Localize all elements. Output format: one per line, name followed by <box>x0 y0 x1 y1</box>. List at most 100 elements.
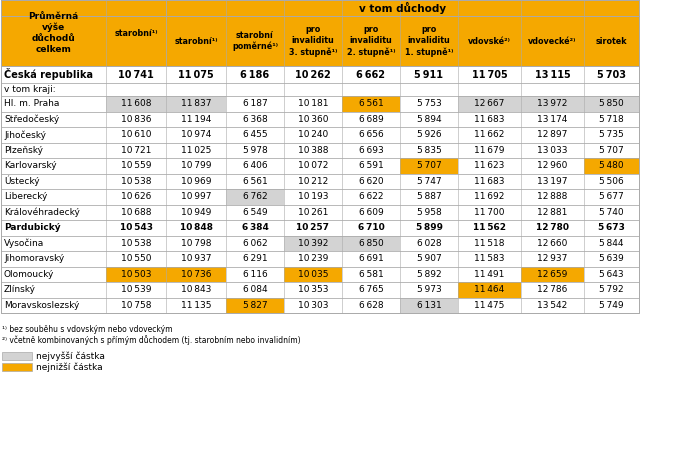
Text: 5 887: 5 887 <box>417 192 441 201</box>
Text: pro
invaliditu
2. stupně¹⁾: pro invaliditu 2. stupně¹⁾ <box>347 26 395 57</box>
Text: 12 937: 12 937 <box>537 254 567 263</box>
Bar <box>1 83 639 96</box>
Bar <box>1 112 639 127</box>
Text: Česká republika: Česká republika <box>4 68 93 80</box>
Text: 10 937: 10 937 <box>181 254 211 263</box>
Text: 10 239: 10 239 <box>298 254 328 263</box>
Text: vdovecké²⁾: vdovecké²⁾ <box>528 37 577 46</box>
Text: Plzeňský: Plzeňský <box>4 146 43 155</box>
Text: 10 261: 10 261 <box>298 208 328 217</box>
Bar <box>1 0 106 66</box>
Text: 5 911: 5 911 <box>415 69 443 79</box>
Text: 6 591: 6 591 <box>359 161 383 170</box>
Bar <box>2 363 32 371</box>
Text: 12 660: 12 660 <box>537 239 567 248</box>
Text: 11 194: 11 194 <box>181 115 211 124</box>
Text: Královéhradecký: Královéhradecký <box>4 208 80 217</box>
Text: 10 974: 10 974 <box>181 130 211 139</box>
Text: pro
invaliditu
3. stupně¹⁾: pro invaliditu 3. stupně¹⁾ <box>289 26 337 57</box>
Text: 11 562: 11 562 <box>473 223 506 232</box>
Text: 10 072: 10 072 <box>298 161 328 170</box>
Text: 5 735: 5 735 <box>599 130 624 139</box>
Text: 10 798: 10 798 <box>181 239 211 248</box>
Text: 12 659: 12 659 <box>537 270 567 279</box>
Text: 12 786: 12 786 <box>537 285 567 294</box>
Text: 5 850: 5 850 <box>599 99 624 108</box>
Text: 6 628: 6 628 <box>359 301 383 310</box>
Text: Karlovarský: Karlovarský <box>4 161 57 170</box>
Bar <box>2 352 32 360</box>
Text: 10 503: 10 503 <box>121 270 151 279</box>
Text: 6 609: 6 609 <box>359 208 383 217</box>
Text: 13 174: 13 174 <box>537 115 567 124</box>
Bar <box>1 127 639 142</box>
Text: 5 718: 5 718 <box>599 115 624 124</box>
Text: starobní
poměrné¹⁾: starobní poměrné¹⁾ <box>232 31 278 51</box>
Text: 6 368: 6 368 <box>243 115 267 124</box>
Text: starobní¹⁾: starobní¹⁾ <box>174 37 218 46</box>
Text: 6 062: 6 062 <box>243 239 267 248</box>
Text: pro
invaliditu
1. stupně¹⁾: pro invaliditu 1. stupně¹⁾ <box>405 26 453 57</box>
Text: 5 892: 5 892 <box>417 270 441 279</box>
Text: sirotek: sirotek <box>595 37 628 46</box>
Text: 6 028: 6 028 <box>417 239 441 248</box>
Text: v tom kraji:: v tom kraji: <box>4 85 56 94</box>
Bar <box>106 266 166 282</box>
Text: nejvyšší částka: nejvyšší částka <box>36 351 105 361</box>
Text: 6 384: 6 384 <box>242 223 269 232</box>
Text: 6 116: 6 116 <box>243 270 267 279</box>
Text: 10 843: 10 843 <box>181 285 211 294</box>
Bar <box>1 236 639 251</box>
Bar <box>521 266 584 282</box>
Text: 6 656: 6 656 <box>359 130 383 139</box>
Text: 10 559: 10 559 <box>121 161 151 170</box>
Text: 10 353: 10 353 <box>298 285 328 294</box>
Text: 5 978: 5 978 <box>243 146 267 155</box>
Text: vdovské²⁾: vdovské²⁾ <box>468 37 511 46</box>
Text: 10 969: 10 969 <box>181 177 211 186</box>
Text: 11 837: 11 837 <box>181 99 211 108</box>
Text: 10 538: 10 538 <box>121 177 151 186</box>
Text: 5 792: 5 792 <box>599 285 624 294</box>
Text: 10 949: 10 949 <box>181 208 211 217</box>
Text: 5 827: 5 827 <box>243 301 267 310</box>
Text: 6 622: 6 622 <box>359 192 383 201</box>
Bar <box>166 266 226 282</box>
Text: starobní¹⁾: starobní¹⁾ <box>114 28 158 38</box>
Text: 6 691: 6 691 <box>359 254 383 263</box>
Bar <box>1 158 639 173</box>
Text: 6 693: 6 693 <box>359 146 383 155</box>
Bar <box>106 96 166 112</box>
Text: 6 455: 6 455 <box>243 130 267 139</box>
Text: 10 388: 10 388 <box>298 146 328 155</box>
Text: Moravskoslezský: Moravskoslezský <box>4 301 80 310</box>
Text: 11 025: 11 025 <box>181 146 211 155</box>
Text: 5 480: 5 480 <box>599 161 624 170</box>
Text: 10 035: 10 035 <box>298 270 328 279</box>
Text: 10 392: 10 392 <box>298 239 328 248</box>
Text: 6 084: 6 084 <box>243 285 267 294</box>
Text: 11 464: 11 464 <box>475 285 505 294</box>
Text: 6 187: 6 187 <box>243 99 267 108</box>
Text: 13 972: 13 972 <box>537 99 567 108</box>
Text: 6 186: 6 186 <box>240 69 269 79</box>
Bar <box>342 96 400 112</box>
Text: 10 626: 10 626 <box>121 192 151 201</box>
Text: 5 677: 5 677 <box>599 192 624 201</box>
Text: 13 197: 13 197 <box>537 177 567 186</box>
Bar <box>400 297 458 313</box>
Text: 6 561: 6 561 <box>243 177 267 186</box>
Text: 6 131: 6 131 <box>417 301 441 310</box>
Text: 11 700: 11 700 <box>474 208 505 217</box>
Text: 10 538: 10 538 <box>121 239 151 248</box>
Text: 11 692: 11 692 <box>475 192 505 201</box>
Text: 12 960: 12 960 <box>537 161 567 170</box>
Bar <box>458 96 521 112</box>
Text: ¹⁾ bez souběhu s vdovským nebo vdoveckým: ¹⁾ bez souběhu s vdovským nebo vdoveckým <box>2 325 172 334</box>
Text: Středočeský: Středočeský <box>4 114 59 124</box>
Text: Hl. m. Praha: Hl. m. Praha <box>4 99 59 108</box>
Text: 11 583: 11 583 <box>474 254 505 263</box>
Bar <box>226 297 284 313</box>
Text: 10 836: 10 836 <box>121 115 151 124</box>
Text: 5 907: 5 907 <box>417 254 441 263</box>
